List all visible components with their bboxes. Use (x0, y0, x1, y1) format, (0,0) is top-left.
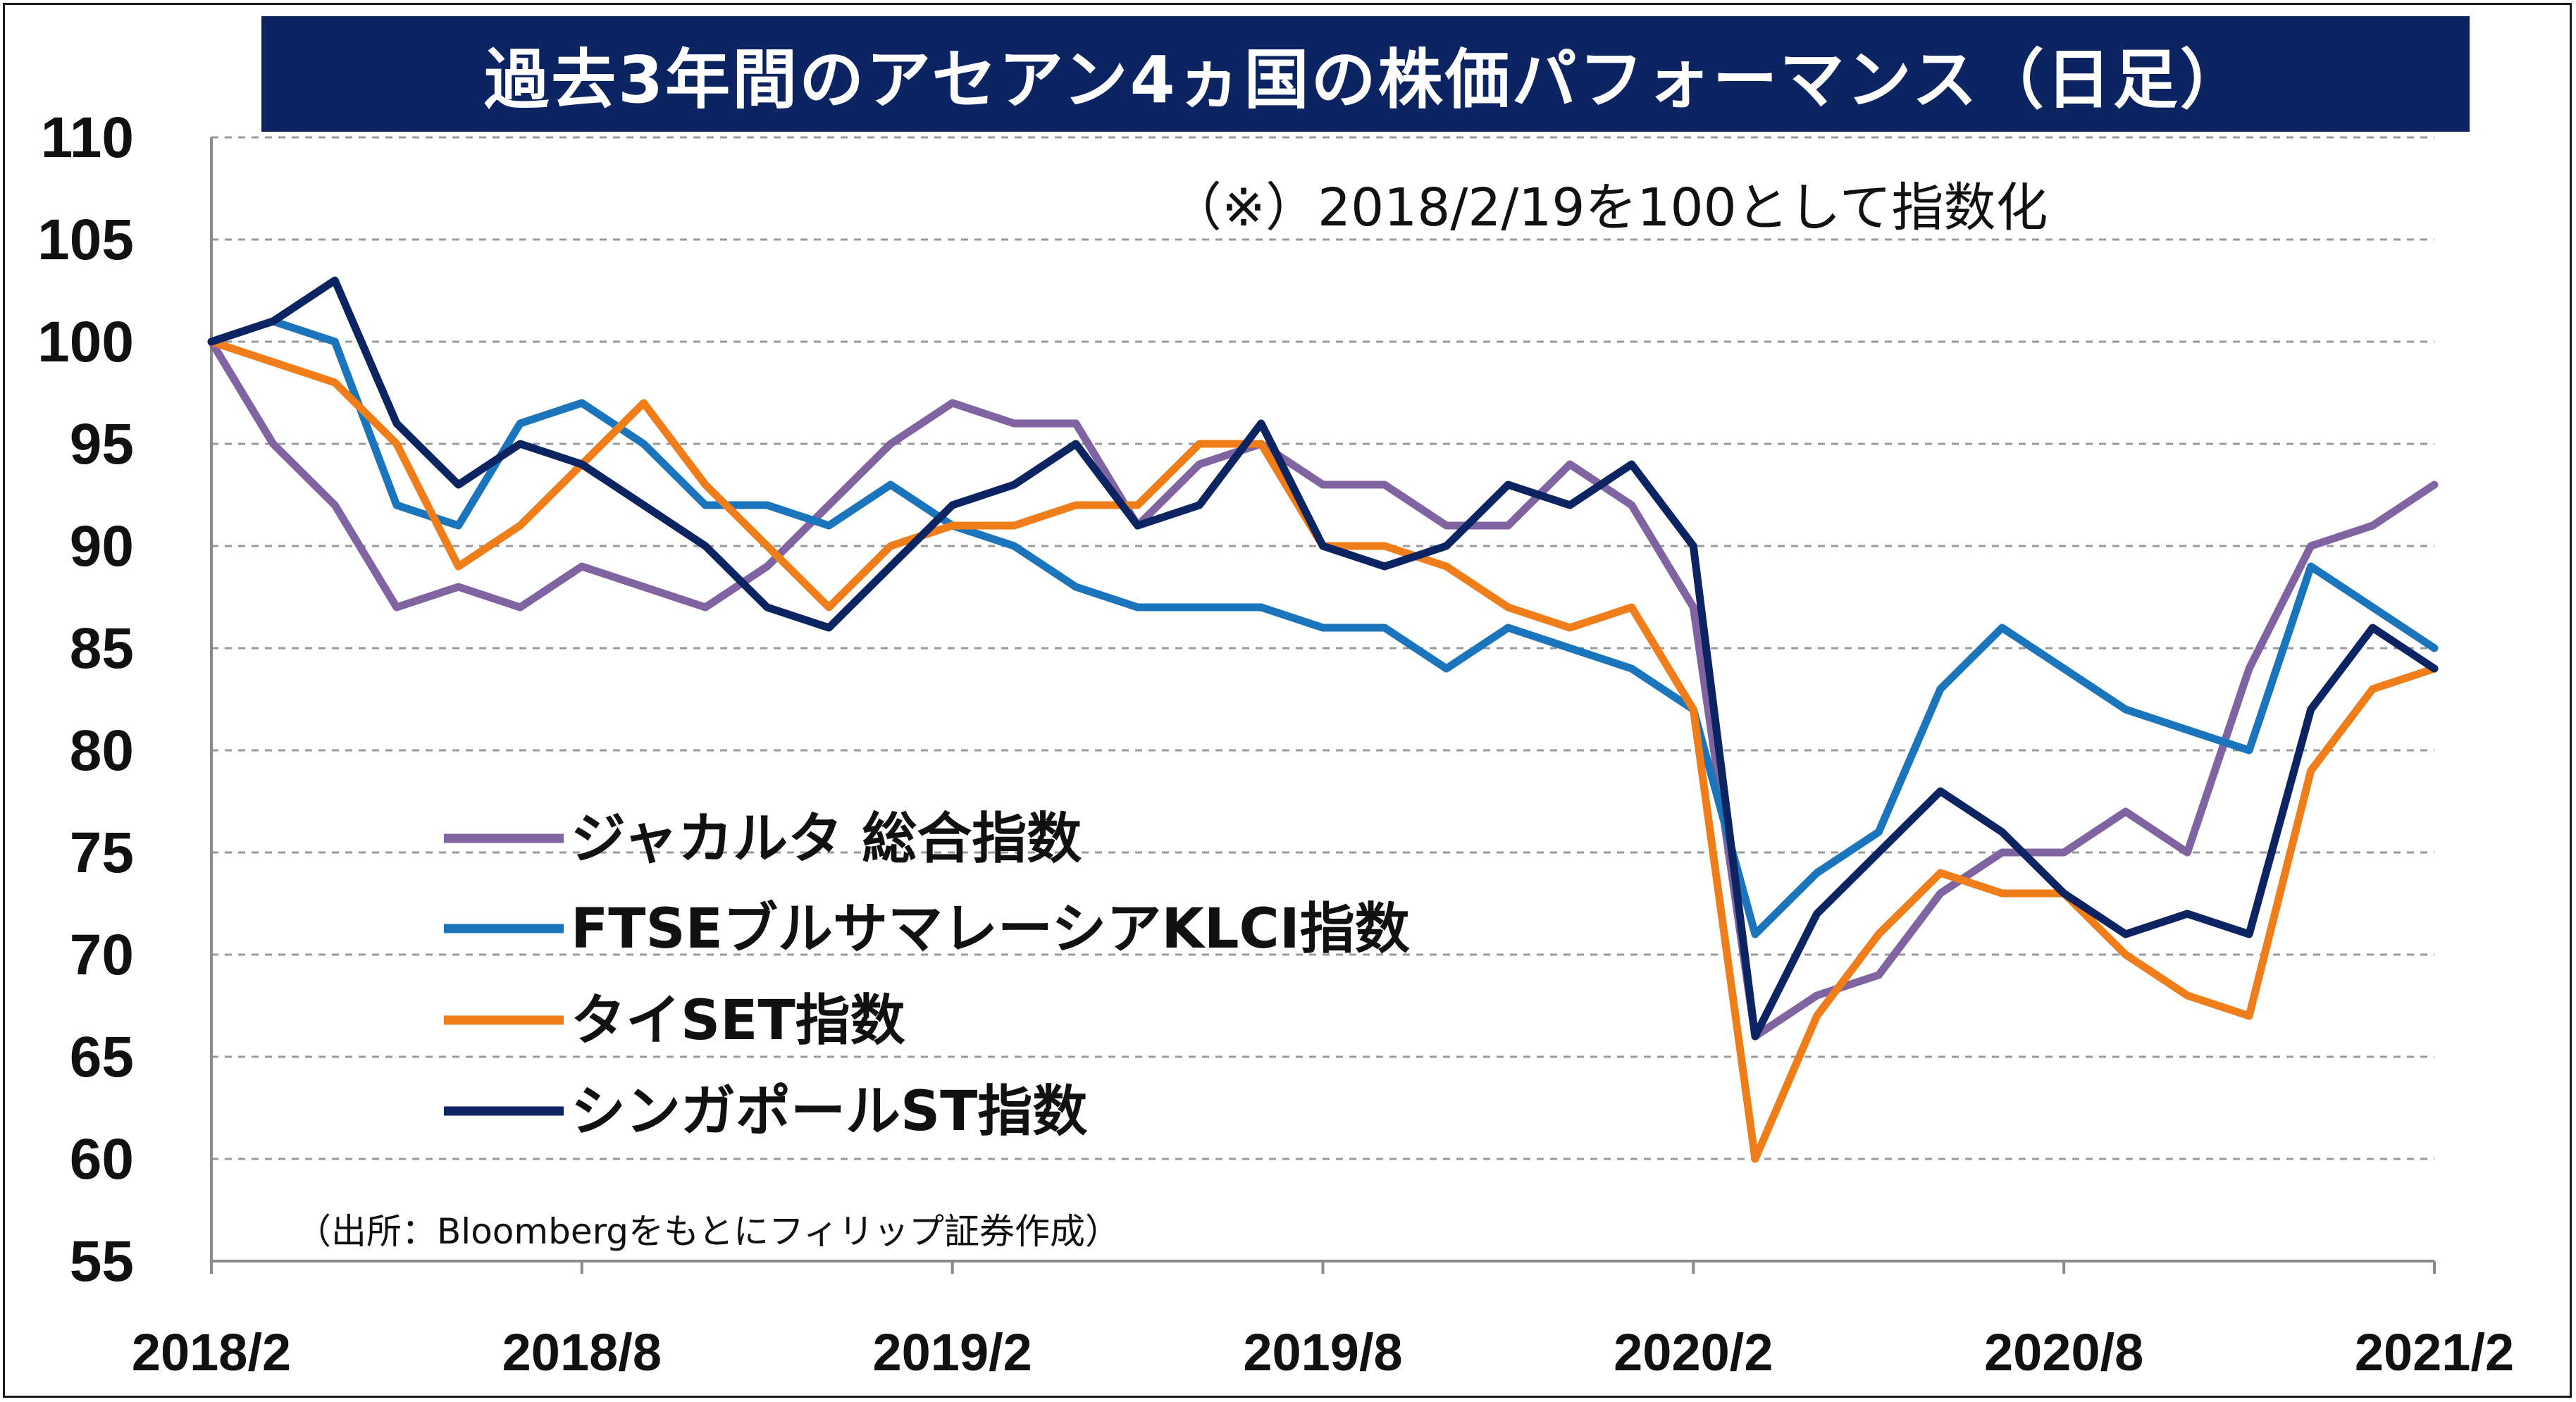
series-line-2 (207, 317, 2439, 938)
legend-label: タイSET指数 (571, 989, 905, 1053)
y-tick-label: 85 (70, 616, 134, 681)
legend-label: ジャカルタ 総合指数 (571, 807, 1082, 871)
y-tick-label: 80 (70, 719, 134, 783)
source-note: （出所：Bloombergをもとにフィリップ証券作成） (296, 1211, 1120, 1252)
y-tick-labels: 110 105 100 95 90 85 80 75 70 65 60 55 (37, 106, 134, 1294)
x-tick-label: 2020/8 (1984, 1323, 2143, 1382)
y-tick-label: 60 (70, 1127, 134, 1191)
y-tick-label: 100 (37, 310, 134, 374)
chart-note: （※）2018/2/19を100として指数化 (1170, 178, 2048, 238)
title-banner: 過去3年間のアセアン4ヵ国の株価パフォーマンス（日足） (261, 16, 2470, 132)
legend-label: FTSEブルサマレーシアKLCI指数 (571, 898, 1410, 961)
series-line-1 (207, 337, 2439, 1041)
x-tick-label: 2020/2 (1614, 1323, 1773, 1382)
x-tick-label: 2018/2 (132, 1323, 291, 1382)
x-tick-label: 2019/2 (872, 1323, 1032, 1382)
legend-label: シンガポールST指数 (571, 1080, 1087, 1143)
x-tick-labels: 2018/2 2018/8 2019/2 2019/8 2020/2 2020/8 2021… (132, 1261, 2514, 1382)
series-line-4 (207, 276, 2439, 1041)
legend: ジャカルタ 総合指数 FTSEブルサマレーシアKLCI指数タイSET指数シンガポー… (444, 807, 1410, 1143)
chart-title: 過去3年間のアセアン4ヵ国の株価パフォーマンス（日足） (484, 42, 2247, 118)
y-tick-label: 90 (70, 514, 134, 578)
y-tick-label: 55 (70, 1229, 134, 1294)
chart-frame (3, 3, 2572, 1398)
x-tick-label: 2021/2 (2355, 1323, 2514, 1382)
y-tick-label: 95 (70, 412, 134, 476)
x-tick-label: 2018/8 (502, 1323, 662, 1382)
x-tick-label: 2019/8 (1243, 1323, 1402, 1382)
axes (210, 137, 2434, 1263)
series-lines (207, 276, 2439, 1163)
y-tick-label: 110 (41, 106, 134, 170)
y-tick-label: 105 (37, 208, 134, 272)
y-tick-label: 70 (70, 923, 134, 987)
y-tick-label: 75 (70, 821, 134, 885)
y-tick-label: 65 (70, 1025, 134, 1089)
grid-lines (211, 136, 2434, 1160)
